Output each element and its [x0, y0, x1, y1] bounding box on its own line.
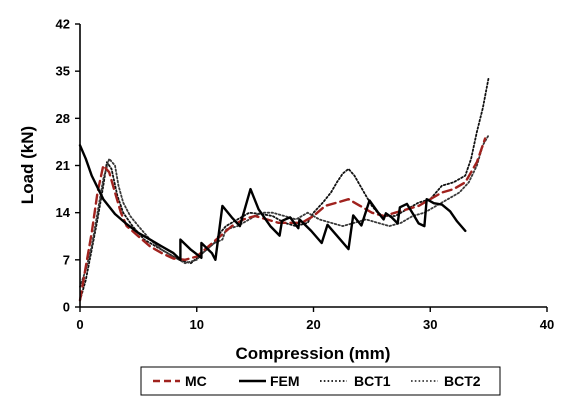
x-tick-label: 40 [540, 317, 554, 332]
y-tick-label: 14 [56, 205, 71, 220]
series-line-bct1 [79, 77, 490, 302]
x-tick-label: 30 [423, 317, 437, 332]
y-tick-label: 7 [63, 252, 70, 267]
y-axis-title: Load (kN) [18, 126, 37, 204]
ticks: 0 7 14 21 28 35 42 0 10 20 30 40 [56, 17, 555, 333]
legend: MC FEM BCT1 BCT2 [140, 366, 501, 396]
series-layer [78, 77, 490, 302]
x-tick-label: 0 [76, 317, 83, 332]
legend-label-mc: MC [185, 373, 207, 389]
series-line-fem [78, 144, 467, 261]
y-tick-label: 21 [56, 158, 70, 173]
y-tick-label: 28 [56, 111, 70, 126]
legend-label-fem: FEM [270, 373, 300, 389]
y-tick-label: 35 [56, 64, 70, 79]
x-tick-label: 20 [306, 317, 320, 332]
legend-label-bct2: BCT2 [444, 373, 481, 389]
series-line-bct2 [79, 134, 490, 288]
y-tick-label: 0 [63, 300, 70, 315]
x-tick-label: 10 [190, 317, 204, 332]
y-tick-label: 42 [56, 17, 70, 32]
x-axis-title: Compression (mm) [236, 344, 391, 363]
series-line-mc [78, 137, 487, 302]
legend-label-bct1: BCT1 [354, 373, 391, 389]
